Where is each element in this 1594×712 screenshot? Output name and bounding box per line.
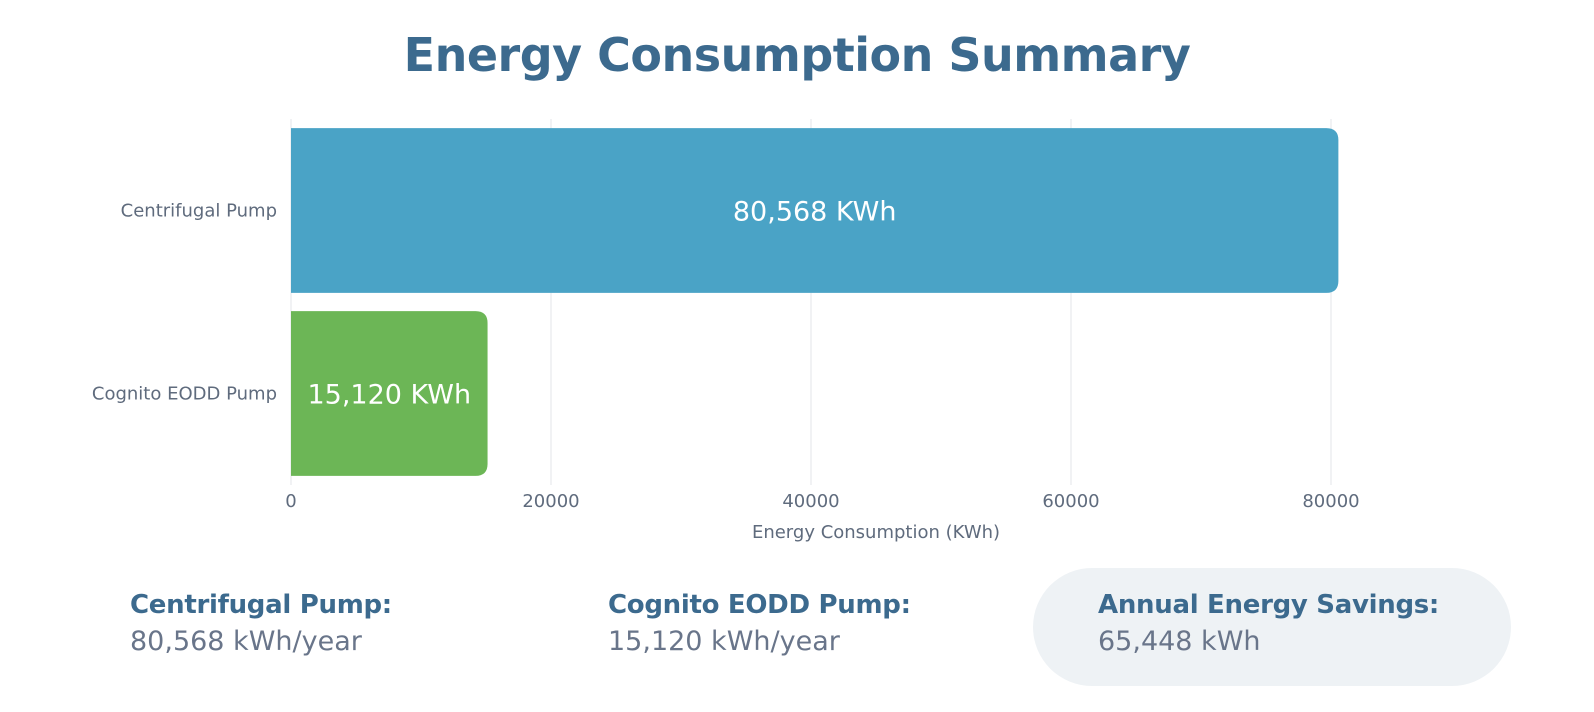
category-label-0: Centrifugal Pump [121,201,277,222]
bar-chart: 80,568 KWh Centrifugal Pump 15,120 KWh Cogn… [92,119,1360,543]
summary-cognito: Cognito EODD Pump: 15,120 kWh/year [608,568,911,686]
summary-centrifugal-value: 80,568 kWh/year [130,626,362,657]
summary-cognito-value: 15,120 kWh/year [608,626,840,657]
summary-savings-label: Annual Energy Savings: [1098,590,1440,620]
summary-savings-card: Annual Energy Savings: 65,448 kWh [1033,568,1511,686]
summary-centrifugal: Centrifugal Pump: 80,568 kWh/year [130,568,392,686]
x-tick-label-4: 80000 [1302,491,1359,512]
summary-cognito-label: Cognito EODD Pump: [608,590,911,620]
bar-data-label-0: 80,568 KWh [733,197,897,228]
x-tick-label-0: 0 [285,491,296,512]
category-label-1: Cognito EODD Pump [92,384,277,405]
bar-data-label-1: 15,120 KWh [307,380,471,411]
summary-savings-value: 65,448 kWh [1098,626,1261,657]
x-axis-title: Energy Consumption (KWh) [752,522,1000,543]
bar-0 [291,128,1339,293]
bar-1 [291,311,488,476]
summary-centrifugal-label: Centrifugal Pump: [130,590,392,620]
x-tick-label-2: 40000 [782,491,839,512]
x-tick-label-1: 20000 [522,491,579,512]
chart-title: Energy Consumption Summary [403,28,1191,82]
x-tick-label-3: 60000 [1042,491,1099,512]
